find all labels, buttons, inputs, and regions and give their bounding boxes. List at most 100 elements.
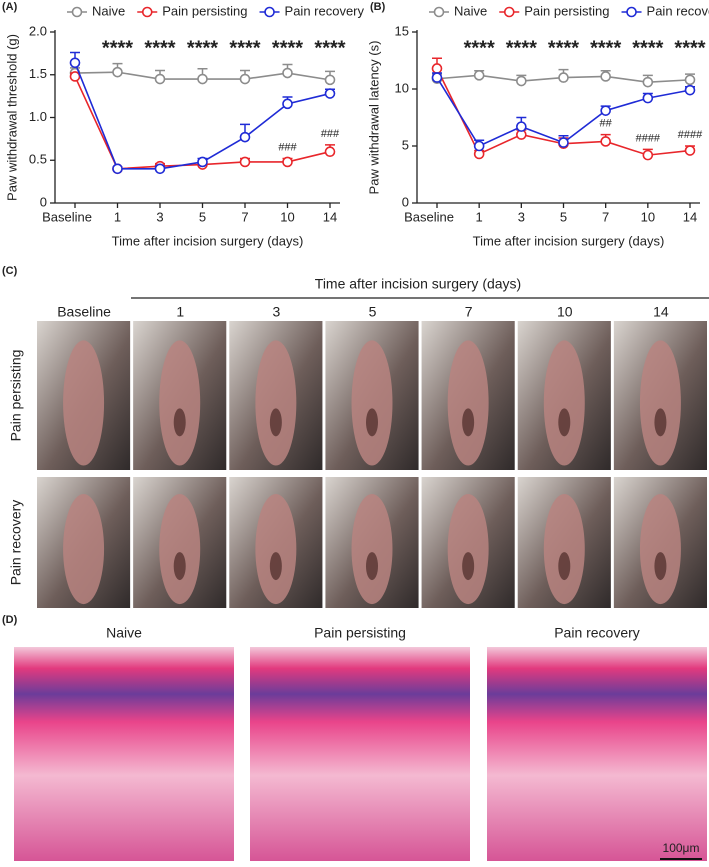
histology-image [487,647,707,861]
point [324,88,336,99]
point [324,146,336,157]
legend-marker [264,6,275,18]
x-tick-label: 3 [156,209,163,224]
x-tick-label: 1 [476,209,483,224]
point [600,136,611,147]
point [282,156,293,168]
paw-shape [543,494,585,605]
wound [654,552,667,581]
paw-shape [255,494,297,605]
legend-marker [71,6,83,18]
y-tick-label: 1.5 [29,66,47,81]
y-tick-label: 10 [395,80,409,95]
paw-shape [639,340,681,466]
y-tick-label: 0.5 [29,152,47,167]
point [558,137,569,148]
column-header: Pain recovery [554,625,640,641]
histology-image [14,647,234,861]
point [112,163,123,175]
column-header: Pain persisting [314,625,406,641]
histology-image [250,647,470,861]
significance-stars: **** [506,37,537,59]
legend-label: Pain recovery [285,3,365,18]
point [239,156,251,168]
y-tick-label: 15 [395,23,409,38]
point [473,70,485,81]
wound [462,408,475,437]
x-tick-label: 14 [323,209,337,224]
point [684,145,696,156]
series-line [74,76,331,170]
legend-marker [503,6,515,18]
paw-shape [159,340,201,466]
point [324,74,336,86]
wound [654,408,667,437]
significance-stars: **** [187,37,218,59]
wound [269,552,282,581]
point [684,84,696,96]
column-header: 3 [272,304,280,320]
paw-shape [543,340,585,466]
significance-stars: **** [590,37,621,59]
x-axis-title: Time after incision surgery (days) [112,233,304,248]
legend-label: Naive [92,3,125,18]
wound [173,408,186,437]
significance-hashes: #### [678,129,703,141]
column-header: 14 [653,304,669,320]
x-tick-label: 1 [114,209,121,224]
point [516,121,527,132]
wound [366,552,378,581]
point [69,57,81,69]
point [239,131,251,143]
point [197,73,208,85]
paw-shape [351,494,393,605]
x-tick-label: 7 [602,209,609,224]
wound [173,552,186,581]
point [600,71,611,82]
legend-label: Pain persisting [162,3,247,18]
x-axis-title: Time after incision surgery (days) [473,233,665,248]
paw-shape [255,340,297,466]
wound [558,408,571,437]
panel-label: (A) [2,1,18,13]
x-tick-label: 10 [641,209,655,224]
legend-marker [141,6,153,18]
point [154,163,166,175]
legend-label: Pain persisting [524,3,609,18]
scale-bar-label: 100μm [663,841,700,855]
significance-hashes: ## [600,118,613,130]
column-header: Baseline [57,304,111,320]
legend-marker [626,6,637,18]
paw-shape [159,494,201,605]
paw-shape [447,340,489,466]
x-tick-label: 5 [560,209,567,224]
significance-stars: **** [314,37,345,59]
point [431,63,443,74]
panel-label: (B) [370,1,386,13]
point [112,66,123,78]
significance-stars: **** [272,37,303,59]
paw-shape [351,340,393,466]
significance-stars: **** [144,37,175,59]
point [473,140,485,152]
paw-shape [63,494,105,605]
significance-stars: **** [632,37,663,59]
point [516,75,527,87]
significance-hashes: ### [321,128,340,140]
point [239,73,251,85]
row-label: Pain persisting [8,350,24,442]
panel-label: (C) [2,265,18,277]
x-tick-label: 7 [241,209,248,224]
significance-stars: **** [674,37,705,59]
y-tick-label: 0 [402,194,409,209]
y-tick-label: 5 [402,137,409,152]
point [558,72,569,83]
y-tick-label: 0 [40,194,47,209]
significance-stars: **** [102,37,133,59]
paw-shape [63,340,105,466]
legend-marker [433,6,445,18]
x-tick-label: 5 [199,209,206,224]
panel-title: Time after incision surgery (days) [315,276,521,292]
point [282,67,293,79]
